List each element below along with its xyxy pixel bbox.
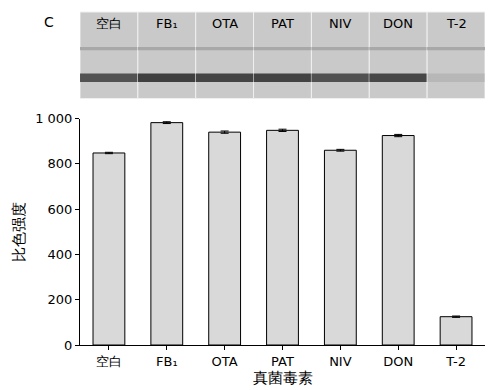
svg-text:OTA: OTA xyxy=(212,16,238,31)
svg-text:空白: 空白 xyxy=(96,354,122,369)
svg-text:0: 0 xyxy=(64,338,72,353)
svg-text:NIV: NIV xyxy=(329,354,352,369)
svg-text:PAT: PAT xyxy=(271,16,294,31)
svg-text:DON: DON xyxy=(383,354,413,369)
svg-text:800: 800 xyxy=(48,156,73,171)
svg-text:1 000: 1 000 xyxy=(35,111,72,126)
svg-text:600: 600 xyxy=(48,202,73,217)
svg-text:T-2: T-2 xyxy=(445,354,466,369)
svg-text:真菌毒素: 真菌毒素 xyxy=(253,369,313,387)
svg-text:FB₁: FB₁ xyxy=(156,354,178,369)
svg-text:DON: DON xyxy=(383,16,413,31)
svg-text:FB₁: FB₁ xyxy=(156,16,178,31)
svg-text:NIV: NIV xyxy=(329,16,352,31)
svg-text:PAT: PAT xyxy=(271,354,294,369)
svg-text:400: 400 xyxy=(48,247,73,262)
svg-text:200: 200 xyxy=(48,292,73,307)
svg-text:空白: 空白 xyxy=(96,16,122,31)
svg-text:OTA: OTA xyxy=(212,354,238,369)
svg-text:T-2: T-2 xyxy=(446,16,467,31)
svg-text:C: C xyxy=(44,14,54,30)
svg-text:比色强度: 比色强度 xyxy=(10,202,28,262)
